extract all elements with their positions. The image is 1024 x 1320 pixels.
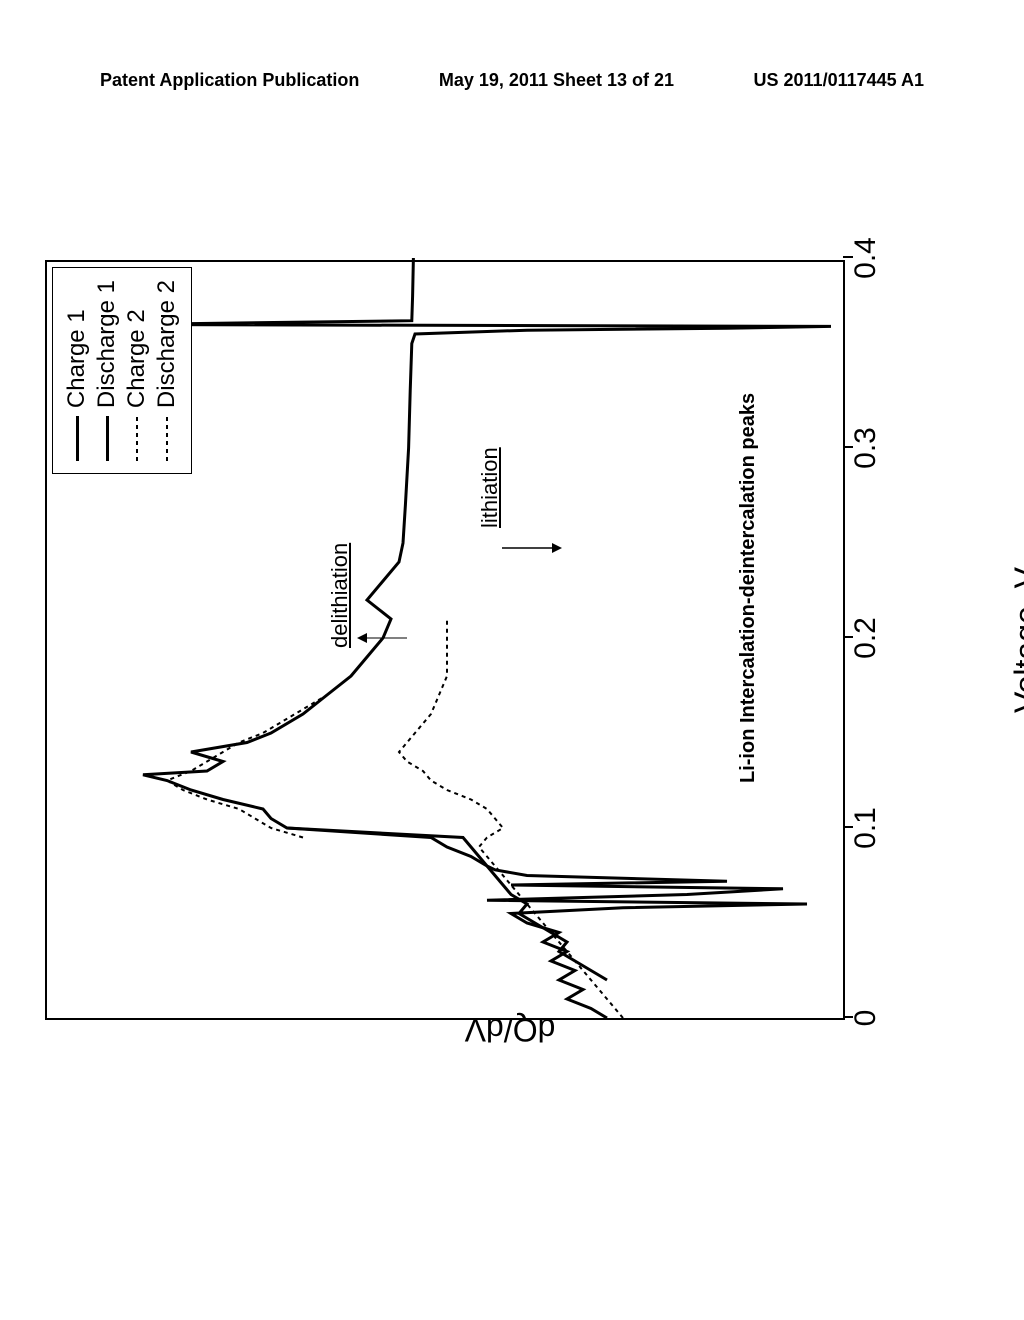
x-tick-label: 0.4 (849, 237, 883, 279)
chart-container: Charge 1 Discharge 1 Charge 2 Discharge … (45, 260, 975, 1020)
arrow-down-icon (502, 538, 562, 558)
legend-item: Discharge 2 (153, 280, 181, 461)
x-tick-label: 0 (849, 1010, 883, 1027)
y-axis-label: dQ/dV (465, 1011, 556, 1048)
x-tick-label: 0.1 (849, 807, 883, 849)
legend-item: Discharge 1 (93, 280, 121, 461)
annotation-lithiation: lithiation (477, 447, 503, 528)
legend-line-icon (76, 416, 79, 461)
chart-series-line (399, 619, 623, 1018)
header-right: US 2011/0117445 A1 (754, 70, 924, 91)
annotation-delithiation: delithiation (327, 543, 353, 648)
x-tick-label: 0.2 (849, 617, 883, 659)
chart-legend: Charge 1 Discharge 1 Charge 2 Discharge … (52, 267, 192, 474)
chart-series-line (127, 258, 831, 1018)
page-header: Patent Application Publication May 19, 2… (0, 70, 1024, 91)
legend-label: Discharge 1 (93, 280, 121, 408)
legend-label: Charge 1 (63, 309, 91, 408)
header-center: May 19, 2011 Sheet 13 of 21 (439, 70, 674, 91)
legend-label: Charge 2 (123, 309, 151, 408)
annotation-peaks: Li-ion Intercalation-deintercalation pea… (737, 393, 760, 783)
legend-line-icon (106, 416, 109, 461)
legend-line-icon (166, 416, 168, 461)
arrow-up-icon (357, 628, 407, 648)
x-axis-label: Voltage, V (1008, 260, 1024, 1020)
legend-label: Discharge 2 (153, 280, 181, 408)
legend-item: Charge 2 (123, 280, 151, 461)
chart-series-line (167, 676, 351, 838)
header-left: Patent Application Publication (100, 70, 359, 91)
legend-item: Charge 1 (63, 280, 91, 461)
plot-area: Charge 1 Discharge 1 Charge 2 Discharge … (45, 260, 845, 1020)
x-tick-label: 0.3 (849, 427, 883, 469)
legend-line-icon (136, 416, 138, 461)
